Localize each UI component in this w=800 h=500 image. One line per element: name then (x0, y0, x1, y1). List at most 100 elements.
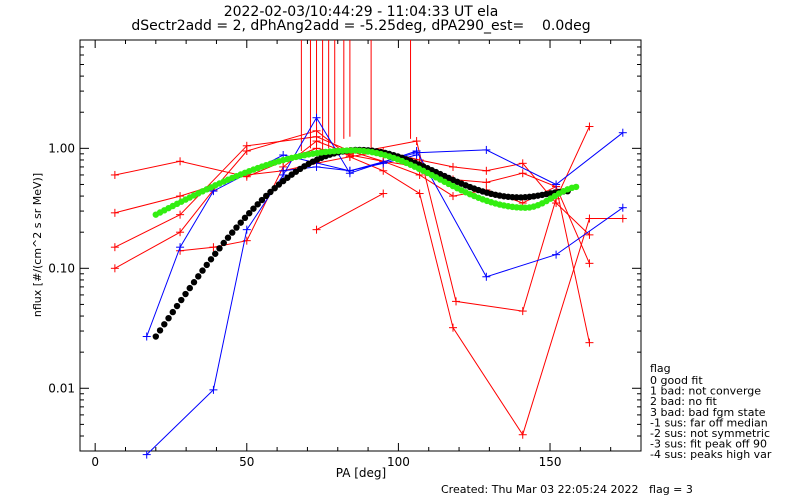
red-series-point (110, 170, 119, 179)
plot-frame (79, 39, 642, 452)
legend-title: flag (650, 362, 671, 375)
fit-dot (220, 239, 227, 247)
fit-dot (250, 205, 257, 212)
red-series-line (114, 130, 623, 436)
red-series-point (585, 214, 594, 223)
red-series-point (312, 225, 321, 234)
blue-series-point (142, 450, 151, 459)
red-series-line (114, 150, 590, 236)
fit-dot (190, 279, 198, 286)
blue-series-point (312, 162, 321, 171)
red-series-point (209, 243, 218, 252)
red-series-point (585, 230, 594, 239)
red-series-point (415, 189, 424, 198)
red-series-point (379, 189, 388, 198)
red-series-point (110, 243, 119, 252)
red-series-point (585, 122, 594, 131)
legend-entry: -1 sus: far off median (650, 416, 768, 429)
red-series-point (585, 259, 594, 268)
red-series-point (176, 228, 185, 237)
flag-legend: flag 0 good fit 1 bad: not converge 2 ba… (650, 362, 772, 461)
red-series-point (518, 159, 527, 168)
red-series-point (242, 147, 251, 156)
red-series-point (412, 137, 421, 146)
blue-series-point (482, 145, 491, 154)
x-tick-label: 0 (91, 455, 99, 469)
red-series-point (415, 170, 424, 179)
red-series-point (176, 192, 185, 201)
blue-series-point (209, 385, 218, 394)
red-series-point (518, 307, 527, 316)
fit-dot (178, 296, 185, 304)
x-tick-label: 100 (387, 455, 410, 469)
chart-title-line2: dSectr2add = 2, dPhAng2add = -5.25deg, d… (131, 18, 590, 34)
y-tick-label: 0.01 (48, 381, 75, 395)
fit-dot (212, 250, 219, 257)
legend-entry: -3 sus: fit peak off 90 (650, 438, 767, 451)
fit-dot (182, 290, 189, 298)
x-tick-label: 50 (239, 455, 254, 469)
fit-dot (156, 327, 164, 334)
fit-dot (241, 214, 249, 222)
spike-lines (300, 40, 412, 154)
y-tick-label: 1.00 (48, 141, 75, 155)
blue-series-point (412, 151, 421, 160)
fit-dot (229, 229, 236, 236)
legend-entry: -2 sus: not symmetric (650, 427, 770, 440)
blue-series-point (552, 250, 561, 259)
red-series-point (518, 169, 527, 178)
fit-dot (246, 209, 253, 217)
fit-dot (258, 196, 266, 204)
red-series-point (482, 178, 491, 187)
legend-entry: -4 sus: peaks high var (650, 448, 772, 461)
red-series-point (448, 192, 457, 201)
fit-dot (169, 308, 176, 316)
red-series-point (448, 162, 457, 171)
red-series-group (110, 122, 627, 439)
blue-series-point (142, 332, 151, 341)
red-series-point (585, 338, 594, 347)
fit-dot (267, 188, 274, 196)
red-series-point (379, 166, 388, 175)
x-axis: 0 50 100 150 (91, 40, 612, 469)
fit-dot (161, 321, 168, 328)
x-tick-label: 150 (539, 455, 562, 469)
fit-dot (203, 261, 210, 269)
fit-dot (262, 192, 270, 200)
blue-series-point (379, 159, 388, 168)
fit-dot (199, 267, 206, 274)
fit-dot (173, 302, 181, 310)
fit-dot (275, 181, 283, 188)
fit-dot (195, 273, 202, 280)
red-series-point (448, 323, 457, 332)
fit-dot (186, 284, 193, 292)
x-axis-label: PA [deg] (336, 466, 386, 480)
black-fit-curve (152, 146, 571, 340)
y-axis-label: nflux [#/(cm^2 s sr MeV)] (31, 173, 44, 317)
y-tick-label: 0.10 (48, 261, 75, 275)
red-series-point (176, 157, 185, 166)
green-fit-curve (152, 147, 580, 218)
blue-series-point (345, 166, 354, 175)
fit-dot (165, 314, 172, 322)
footer-created: Created: Thu Mar 03 22:05:24 2022 flag =… (441, 483, 693, 496)
legend-entry: 1 bad: not converge (650, 385, 761, 398)
red-series-point (482, 166, 491, 175)
blue-series-point (176, 243, 185, 252)
blue-series-point (552, 180, 561, 189)
red-series-point (452, 297, 461, 306)
blue-series-group (142, 113, 627, 459)
red-series-line (316, 193, 384, 231)
legend-entry: 3 bad: bad fgm state (650, 406, 766, 419)
fit-dot (152, 333, 160, 340)
fit-dot (254, 201, 261, 208)
legend-entry: 0 good fit (650, 374, 703, 387)
blue-series-point (242, 225, 251, 234)
red-series-point (518, 430, 527, 439)
y-axis: 0.01 0.10 1.00 (48, 39, 641, 452)
fit-dot (237, 219, 244, 226)
red-series-point (618, 214, 627, 223)
blue-series-point (618, 203, 627, 212)
blue-series-point (482, 272, 491, 281)
blue-series-line (146, 116, 624, 455)
